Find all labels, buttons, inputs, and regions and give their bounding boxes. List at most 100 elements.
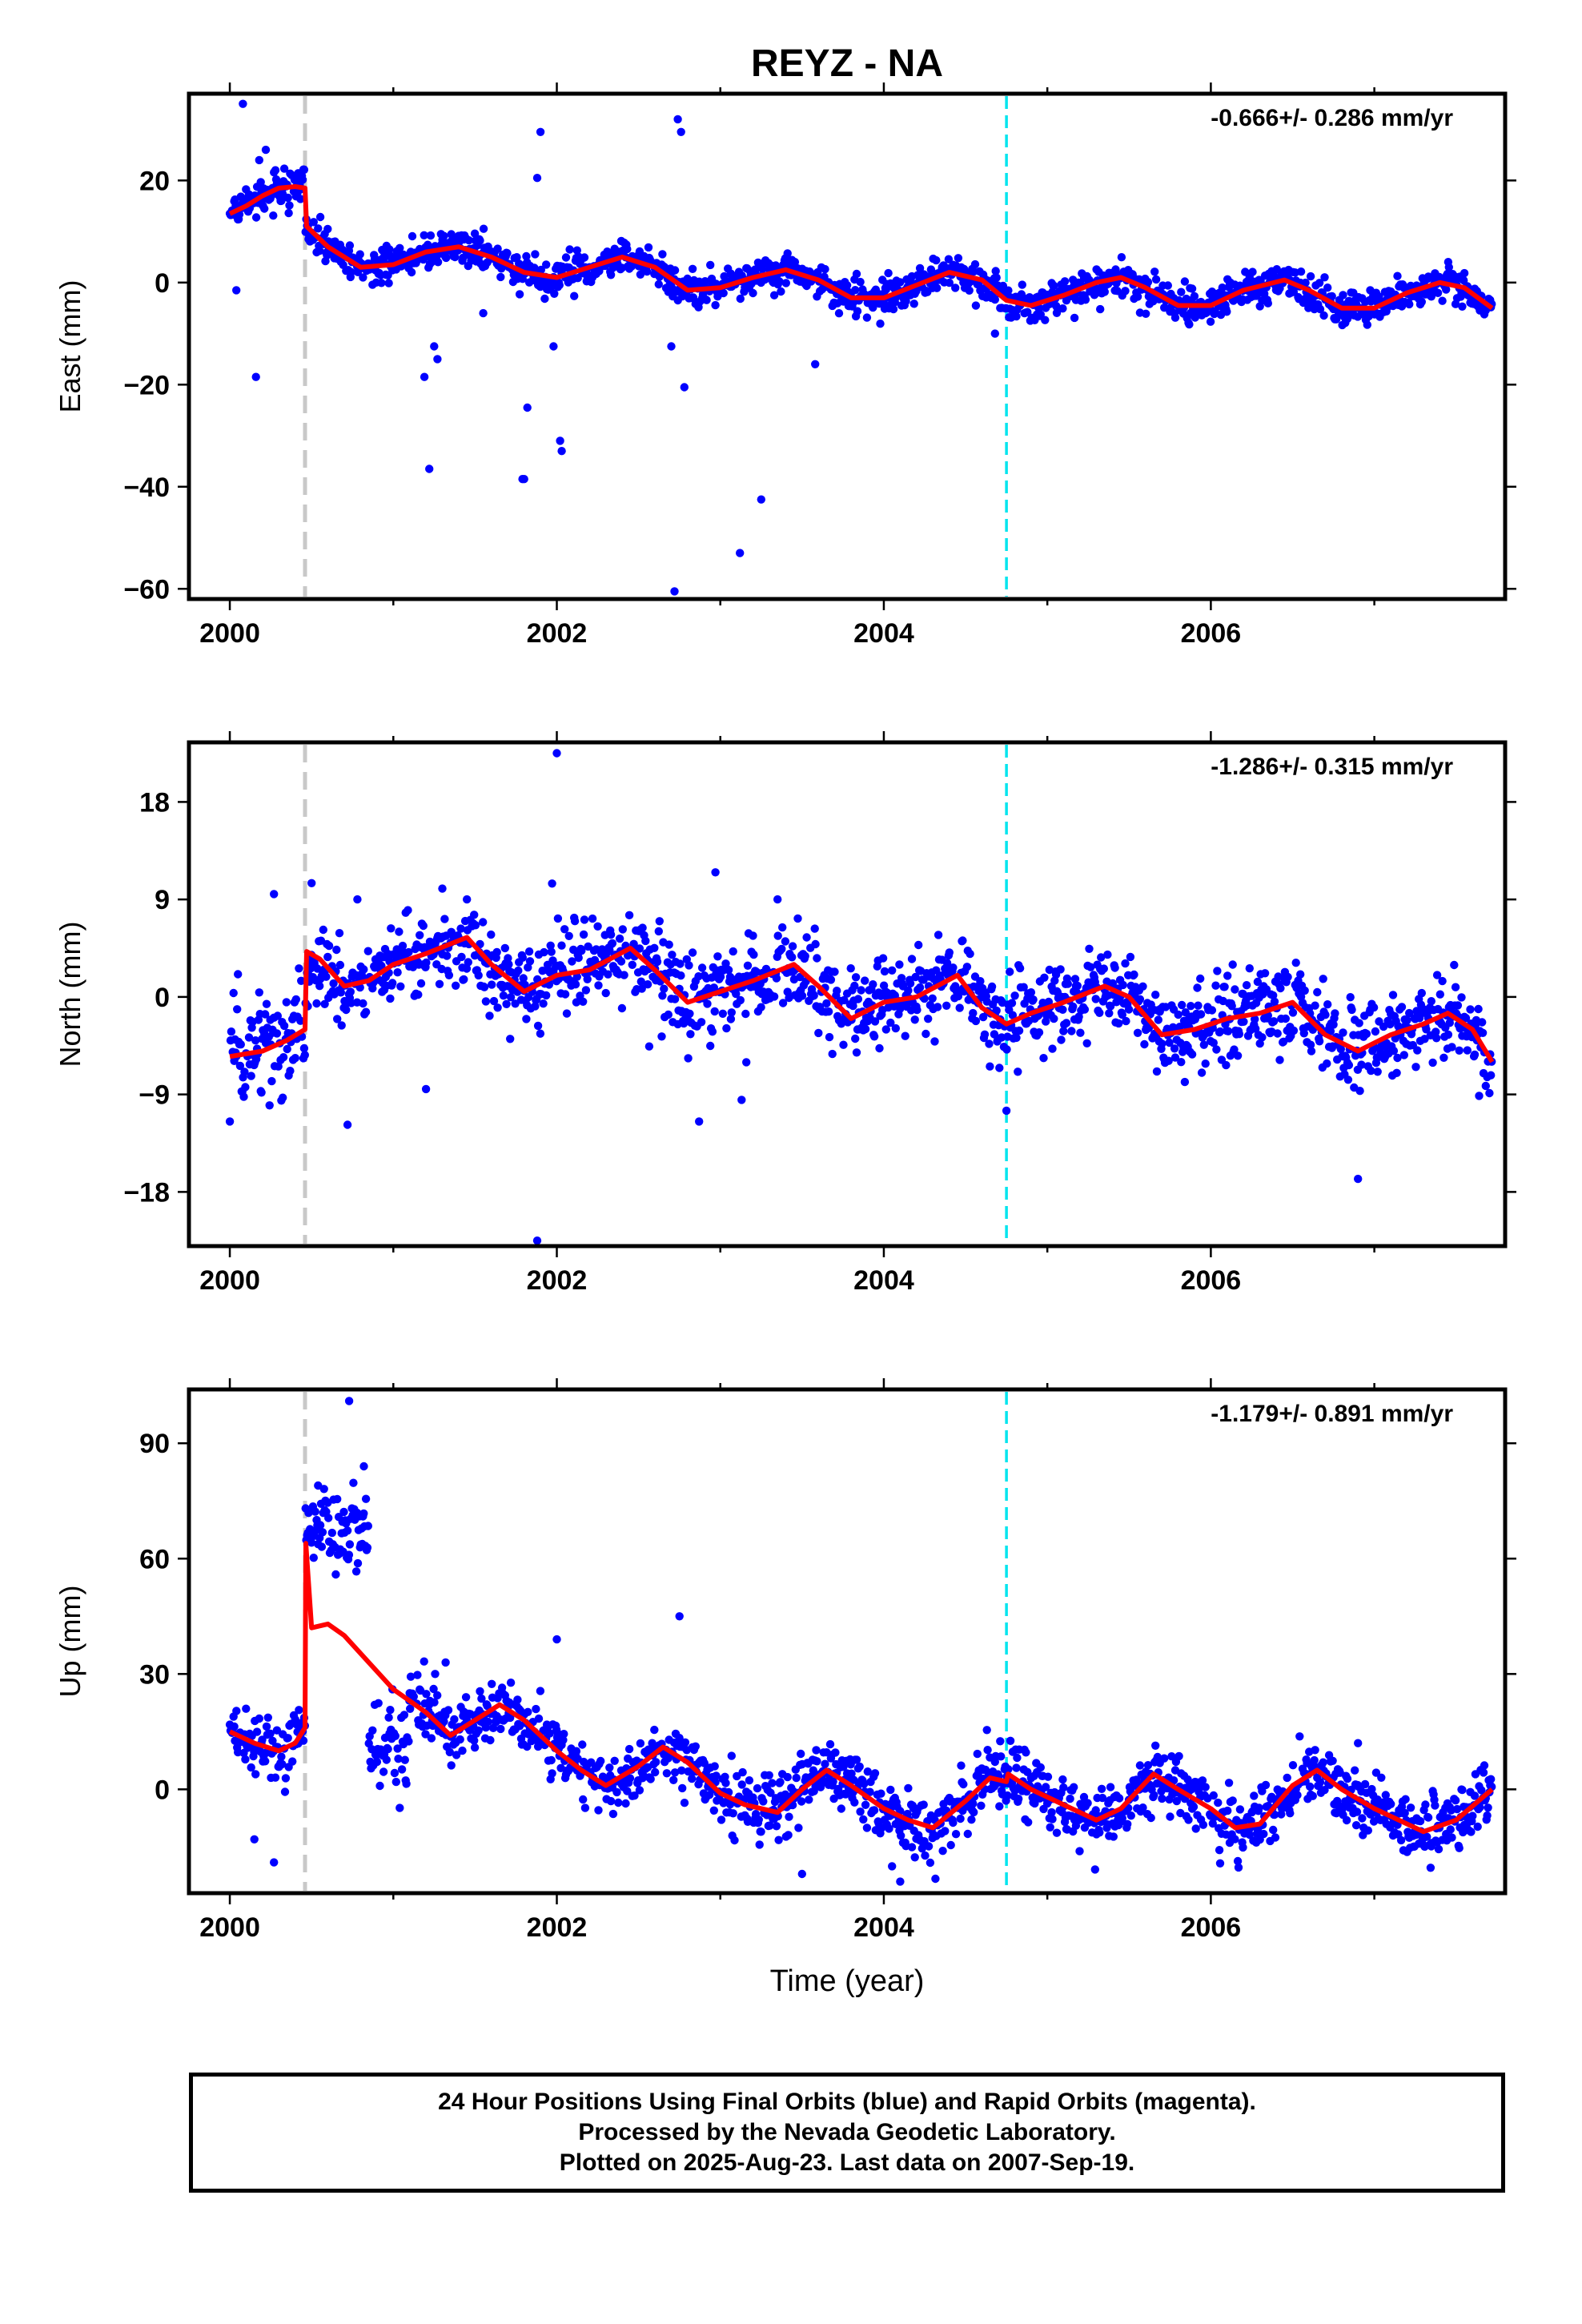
data-point <box>1339 291 1347 300</box>
data-point <box>743 961 753 971</box>
data-point <box>677 971 685 980</box>
data-point <box>1146 1813 1155 1823</box>
data-point <box>870 1017 880 1026</box>
data-point <box>547 947 556 956</box>
data-point <box>794 1823 803 1832</box>
data-point <box>579 1795 588 1804</box>
data-point <box>1013 1753 1022 1763</box>
data-points <box>225 99 1496 596</box>
data-point <box>1196 974 1205 983</box>
data-point <box>1198 1776 1207 1785</box>
data-point <box>628 960 636 970</box>
data-point <box>1076 1028 1085 1037</box>
data-point <box>447 1761 456 1770</box>
data-point <box>522 251 531 261</box>
data-point <box>1097 953 1106 962</box>
data-point <box>658 250 667 259</box>
data-point <box>686 1030 695 1039</box>
data-point <box>1164 1056 1173 1065</box>
data-point <box>623 1787 632 1795</box>
data-point <box>580 915 589 924</box>
data-point <box>372 1757 382 1767</box>
data-point <box>343 1526 352 1535</box>
data-point <box>1259 1829 1268 1839</box>
data-point <box>1207 1006 1217 1015</box>
data-point <box>706 260 715 270</box>
data-point <box>1301 278 1310 287</box>
data-point <box>1230 1045 1239 1054</box>
data-point <box>802 933 811 942</box>
data-point <box>1039 1054 1048 1063</box>
data-point <box>400 1755 409 1764</box>
data-point <box>954 254 963 263</box>
data-point-outlier <box>405 1689 414 1698</box>
data-point <box>606 271 616 279</box>
data-point <box>1106 1002 1115 1011</box>
data-point <box>296 1016 305 1025</box>
data-point <box>1423 1813 1433 1822</box>
data-point <box>542 991 551 1000</box>
data-point <box>959 1779 968 1789</box>
data-point <box>1377 1773 1386 1782</box>
data-point <box>395 927 404 936</box>
data-point <box>241 1083 250 1092</box>
data-point <box>1417 297 1427 307</box>
data-point <box>1470 1791 1480 1800</box>
data-point <box>1431 1801 1439 1810</box>
data-point <box>266 1729 275 1738</box>
data-point <box>889 304 898 314</box>
data-point <box>524 947 534 956</box>
data-point <box>749 288 757 298</box>
data-point <box>1451 1796 1460 1805</box>
data-point <box>314 224 323 233</box>
data-point <box>1344 1060 1354 1070</box>
data-point <box>486 1735 495 1745</box>
x-tick-label: 2000 <box>199 1265 260 1296</box>
data-point <box>1328 1756 1337 1765</box>
data-point <box>620 971 628 979</box>
data-point <box>722 1023 731 1033</box>
data-point <box>384 1713 393 1722</box>
data-point <box>1336 1044 1346 1054</box>
data-point <box>393 1744 402 1753</box>
data-point <box>1050 281 1058 290</box>
x-tick-label: 2000 <box>199 618 260 649</box>
data-point-outlier <box>250 1835 259 1844</box>
data-point <box>496 272 505 282</box>
data-point <box>741 1009 750 1019</box>
data-point <box>931 1874 940 1884</box>
data-point <box>1443 1030 1453 1039</box>
data-point <box>956 1814 965 1823</box>
data-point <box>1413 1046 1422 1055</box>
data-point-outlier <box>1002 1106 1011 1116</box>
data-point <box>1367 1066 1375 1076</box>
x-tick-label: 2004 <box>853 1912 914 1943</box>
data-point <box>878 954 888 963</box>
data-point <box>274 1062 283 1071</box>
data-point <box>594 1806 603 1815</box>
data-point <box>1270 997 1279 1007</box>
data-point <box>1432 1034 1441 1043</box>
data-point <box>1283 1773 1291 1783</box>
data-point <box>1224 1779 1234 1787</box>
data-point <box>339 1507 348 1517</box>
data-point <box>677 1766 686 1775</box>
data-point <box>1273 1029 1282 1038</box>
data-point <box>349 1478 358 1487</box>
data-point <box>933 1003 942 1011</box>
data-point <box>1483 1811 1492 1820</box>
data-point <box>397 1765 407 1774</box>
data-point-outlier <box>314 1481 323 1490</box>
data-point <box>332 945 341 955</box>
data-point <box>1122 1016 1130 1026</box>
data-point <box>452 1751 461 1759</box>
data-point <box>1423 1832 1431 1841</box>
data-point <box>227 1027 236 1036</box>
data-point <box>1283 972 1292 982</box>
data-point <box>299 1043 309 1053</box>
data-point <box>309 218 318 227</box>
data-point <box>1177 287 1186 296</box>
data-point <box>987 982 997 991</box>
data-point <box>531 1002 540 1011</box>
